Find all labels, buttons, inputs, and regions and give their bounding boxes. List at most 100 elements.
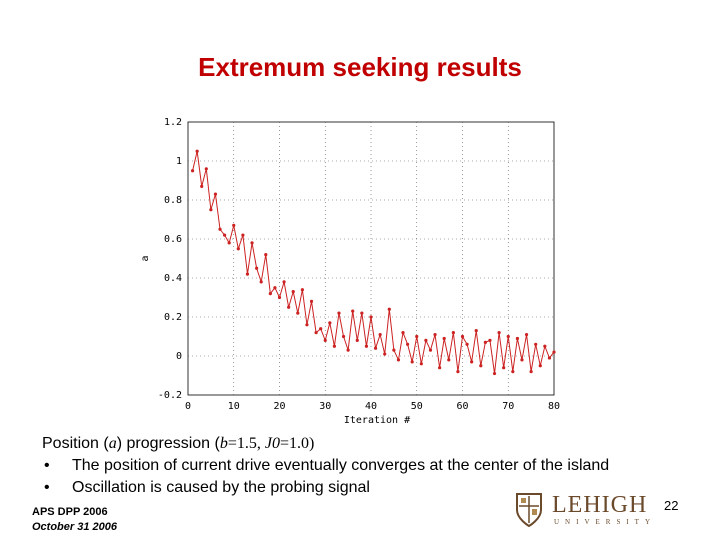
page-number: 22 xyxy=(664,498,679,513)
data-point xyxy=(319,327,323,331)
caption-prefix: Position ( xyxy=(42,435,109,452)
data-point xyxy=(200,184,204,188)
x-tick-label: 60 xyxy=(456,401,468,412)
data-point xyxy=(195,149,199,153)
university-logo: LEHIGH UNIVERSITY xyxy=(514,492,654,528)
data-point xyxy=(314,331,318,335)
caption-b-val: =1.5, xyxy=(227,435,265,452)
data-point xyxy=(392,348,396,352)
data-point xyxy=(515,336,519,341)
x-tick-label: 50 xyxy=(411,401,423,412)
data-point xyxy=(433,332,437,337)
x-tick-label: 80 xyxy=(548,401,560,412)
data-point xyxy=(259,280,263,284)
data-point xyxy=(502,366,506,370)
series-line xyxy=(192,151,555,374)
data-point xyxy=(341,334,346,339)
data-point xyxy=(479,364,483,368)
data-point xyxy=(227,241,231,245)
data-point xyxy=(438,366,442,370)
data-point xyxy=(232,223,236,227)
data-point xyxy=(511,370,515,374)
data-point xyxy=(419,362,423,366)
data-point xyxy=(255,266,259,270)
data-point xyxy=(451,331,455,335)
x-axis-label: Iteration # xyxy=(344,415,410,426)
data-point xyxy=(369,315,373,319)
caption-heading: Position (a) progression (b=1.5, J0=1.0) xyxy=(42,433,702,455)
data-point xyxy=(483,340,487,344)
data-point xyxy=(277,295,282,300)
footer-date: October 31 2006 xyxy=(32,521,117,533)
data-point xyxy=(346,348,350,352)
caption-mid: ) progression ( xyxy=(116,435,220,452)
y-tick-label: -0.2 xyxy=(158,390,182,401)
data-point xyxy=(520,358,524,362)
logo-word: LEHIGH xyxy=(552,492,648,518)
y-tick-label: 0.6 xyxy=(164,234,182,245)
y-tick-label: 0.4 xyxy=(164,273,182,284)
y-tick-label: 0 xyxy=(176,351,182,362)
data-point xyxy=(406,342,410,346)
data-point xyxy=(383,352,387,356)
data-point xyxy=(442,336,446,341)
data-point xyxy=(547,356,552,360)
footer-conference: APS DPP 2006 xyxy=(32,506,108,518)
slide-title: Extremum seeking results xyxy=(198,52,522,82)
x-tick-label: 20 xyxy=(273,401,285,412)
bullet-glyph: • xyxy=(44,457,50,474)
y-tick-label: 1 xyxy=(176,156,182,167)
x-tick-label: 40 xyxy=(365,401,377,412)
data-point xyxy=(250,241,254,245)
shield-icon xyxy=(516,493,542,528)
chart-svg: 0 10 20 30 40 50 60 70 80-0.200.20.40.60.811.2It… xyxy=(140,117,560,426)
chart: 0 10 20 30 40 50 60 70 80 -0.2 0 0.2 0.4 0.6 0.8 1 1.2 It… xyxy=(140,110,580,430)
data-point xyxy=(492,371,497,376)
data-point xyxy=(529,370,533,374)
data-point xyxy=(351,309,355,313)
data-point xyxy=(552,350,556,354)
data-point xyxy=(543,344,547,348)
data-point xyxy=(474,329,478,333)
caption-j0-val: =1.0) xyxy=(280,435,315,452)
data-point xyxy=(373,346,378,350)
data-point xyxy=(209,208,213,212)
data-point xyxy=(190,169,195,173)
x-tick-label: 30 xyxy=(319,401,331,412)
x-tick-label: 10 xyxy=(228,401,240,412)
footer: APS DPP 2006 October 31 2006 xyxy=(32,505,117,535)
data-point xyxy=(506,334,510,339)
data-point xyxy=(497,331,501,335)
caption-var-a: a xyxy=(108,435,117,452)
data-point xyxy=(264,253,268,257)
data-point xyxy=(236,247,240,251)
y-tick-label: 0.8 xyxy=(164,195,182,206)
caption: Position (a) progression (b=1.5, J0=1.0)… xyxy=(42,433,702,499)
data-point xyxy=(282,280,286,284)
bullet-glyph: • xyxy=(44,479,50,496)
data-point xyxy=(415,334,419,339)
data-point xyxy=(268,292,272,296)
data-point xyxy=(387,307,391,311)
data-point xyxy=(213,192,218,196)
x-tick-label: 70 xyxy=(502,401,514,412)
data-point xyxy=(300,288,304,292)
data-point xyxy=(378,332,382,337)
data-point xyxy=(401,331,405,335)
data-point xyxy=(337,311,341,315)
data-point xyxy=(534,342,538,346)
data-point xyxy=(410,360,414,364)
data-point xyxy=(465,342,469,346)
data-point xyxy=(460,334,465,339)
data-point xyxy=(424,338,428,342)
logo-subtitle: UNIVERSITY xyxy=(554,518,656,526)
caption-j0: J0 xyxy=(264,435,280,452)
data-point xyxy=(323,338,327,342)
data-point xyxy=(223,233,227,237)
data-point xyxy=(287,305,291,309)
data-point xyxy=(328,321,332,325)
data-point xyxy=(204,167,208,171)
bullet-text: Oscillation is caused by the probing sig… xyxy=(72,479,370,496)
x-tick-label: 0 xyxy=(185,401,191,412)
data-point xyxy=(296,311,300,315)
